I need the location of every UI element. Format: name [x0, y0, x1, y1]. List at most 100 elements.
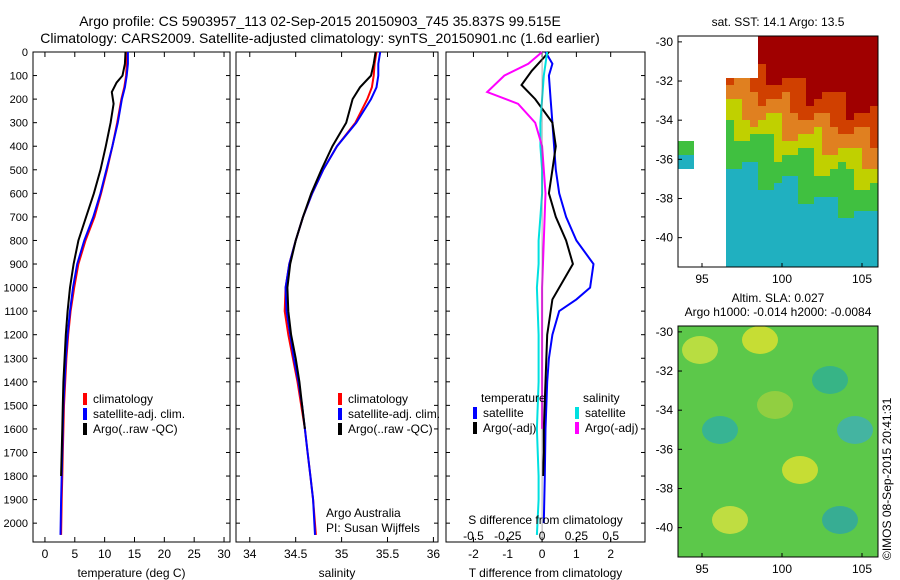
map-x-tick-label: 100: [772, 562, 792, 576]
sst-cell: [806, 260, 814, 267]
sst-cell: [766, 197, 774, 204]
sst-cell: [766, 127, 774, 134]
sst-cell: [766, 106, 774, 113]
sst-cell: [846, 232, 854, 239]
sst-cell: [870, 218, 878, 225]
sst-cell: [822, 50, 830, 57]
y-tick-label: 600: [10, 188, 28, 200]
sst-cell: [830, 120, 838, 127]
sst-cell: [830, 225, 838, 232]
sst-cell: [814, 253, 822, 260]
y-tick-label: 1500: [4, 400, 28, 412]
sst-cell: [862, 169, 870, 176]
sst-cell: [854, 162, 862, 169]
sla-map-title: Altim. SLA: 0.027: [732, 291, 825, 305]
temperature-legend-swatch: [83, 408, 87, 420]
sst-cell: [838, 127, 846, 134]
sst-cell: [870, 169, 878, 176]
sst-cell: [862, 134, 870, 141]
sst-cell: [822, 169, 830, 176]
sst-cell: [790, 246, 798, 253]
sst-cell: [742, 197, 750, 204]
sst-cell: [846, 225, 854, 232]
sst-cell: [870, 78, 878, 85]
sst-cell: [822, 134, 830, 141]
sla_map-field: [678, 326, 878, 557]
sst-cell: [830, 127, 838, 134]
y-tick-label: 1800: [4, 471, 28, 483]
sst-cell: [838, 141, 846, 148]
sst-cell: [806, 232, 814, 239]
sst-cell: [862, 120, 870, 127]
sst-cell: [790, 120, 798, 127]
sst-cell: [830, 148, 838, 155]
x-tick-label: 0: [539, 547, 546, 561]
sst-cell: [726, 246, 734, 253]
sst-cell: [838, 162, 846, 169]
y-tick-label: 1700: [4, 447, 28, 459]
sst-cell: [806, 246, 814, 253]
sst-cell: [790, 127, 798, 134]
sst-cell: [790, 36, 798, 43]
temperature-legend-label: climatology: [93, 392, 153, 406]
sst-cell: [734, 246, 742, 253]
sla_map-frame: [677, 325, 879, 558]
sst-cell: [822, 162, 830, 169]
sst-map-title: sat. SST: 14.1 Argo: 13.5: [712, 15, 845, 29]
sst-cell: [862, 190, 870, 197]
sst-cell: [734, 211, 742, 218]
sst-cell: [822, 239, 830, 246]
sst-cell: [854, 246, 862, 253]
sst-cell: [862, 232, 870, 239]
sst-cell: [870, 232, 878, 239]
sst-cell: [758, 169, 766, 176]
chart-title-line-2: Climatology: CARS2009. Satellite-adjuste…: [40, 30, 600, 46]
map-y-tick-label: -40: [656, 231, 674, 245]
sst-cell: [782, 85, 790, 92]
sst-cell: [870, 36, 878, 43]
sst-cell: [806, 99, 814, 106]
sst-cell: [862, 260, 870, 267]
sst-cell: [798, 57, 806, 64]
sst-cell: [790, 64, 798, 71]
sst-cell: [790, 155, 798, 162]
sst-cell: [838, 106, 846, 113]
series-line-satellite-adj-clim-: [59, 52, 129, 535]
sst-cell: [814, 120, 822, 127]
sst-cell: [862, 92, 870, 99]
sst-cell: [814, 71, 822, 78]
sst-cell: [814, 64, 822, 71]
sst-cell: [830, 71, 838, 78]
sla-anomaly-blob: [702, 416, 738, 444]
sst-cell: [806, 211, 814, 218]
sst-cell: [734, 218, 742, 225]
y-tick-label: 1100: [4, 306, 28, 318]
sst-cell: [862, 197, 870, 204]
sst-cell: [862, 57, 870, 64]
sst-cell: [790, 232, 798, 239]
diff-temperature-legend-swatch: [473, 422, 477, 434]
sst-cell: [766, 190, 774, 197]
sst-cell: [782, 134, 790, 141]
sst-cell: [782, 260, 790, 267]
sst-cell: [782, 155, 790, 162]
sst-cell: [774, 57, 782, 64]
sst-cell: [734, 197, 742, 204]
sst-cell: [742, 239, 750, 246]
sst-cell: [750, 169, 758, 176]
x-tick-label: -2: [468, 547, 479, 561]
sst-cell: [782, 218, 790, 225]
sst-cell: [838, 155, 846, 162]
sst-cell: [758, 204, 766, 211]
sst-cell: [742, 260, 750, 267]
sst-cell: [774, 183, 782, 190]
x-tick-label: 15: [128, 547, 142, 561]
sst-cell: [846, 43, 854, 50]
sst-cell: [782, 106, 790, 113]
sst-cell: [734, 85, 742, 92]
sst-cell: [790, 253, 798, 260]
sst-cell: [782, 148, 790, 155]
sst-cell: [814, 43, 822, 50]
sst-cell: [854, 141, 862, 148]
series-line-argo-raw-qc-: [286, 51, 377, 430]
